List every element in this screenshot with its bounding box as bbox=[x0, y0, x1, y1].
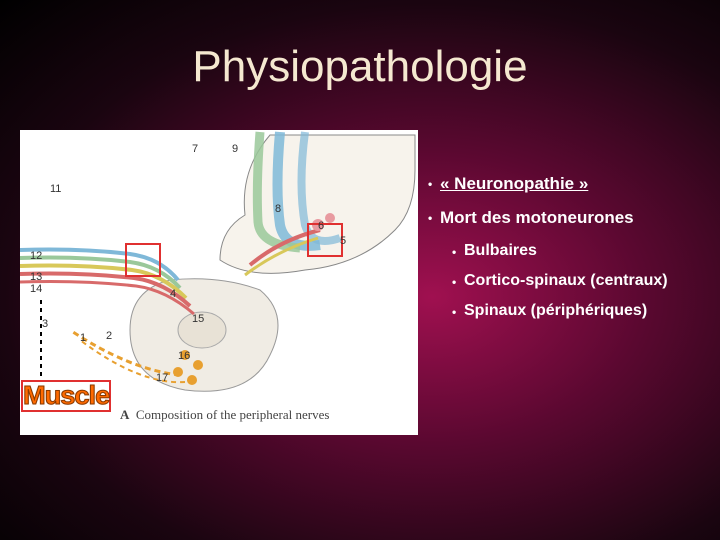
diagram-number: 3 bbox=[42, 318, 48, 330]
diagram-number: 1 bbox=[80, 332, 86, 344]
bullet-subitem: • Spinaux (périphériques) bbox=[452, 300, 708, 322]
diagram-number: 5 bbox=[340, 235, 346, 247]
bullet-text: « Neuronopathie » bbox=[440, 172, 588, 196]
diagram-number: 12 bbox=[30, 250, 42, 262]
diagram-number: 7 bbox=[192, 143, 198, 155]
diagram-number: 13 bbox=[30, 271, 42, 283]
diagram-number: 6 bbox=[318, 220, 324, 232]
bullet-subtext: Bulbaires bbox=[464, 240, 537, 262]
caption-text: Composition of the peripheral nerves bbox=[136, 407, 330, 422]
bullet-item: • Mort des motoneurones bbox=[428, 206, 708, 230]
bullet-dot-icon: • bbox=[452, 240, 464, 262]
bullet-sublist: • Bulbaires • Cortico-spinaux (centraux)… bbox=[452, 240, 708, 323]
diagram-number: 4 bbox=[170, 288, 176, 300]
diagram-number: 11 bbox=[50, 183, 61, 195]
slide-title: Physiopathologie bbox=[0, 42, 720, 92]
diagram-number: 8 bbox=[275, 203, 281, 215]
caption-prefix: A bbox=[120, 407, 129, 422]
bullet-dot-icon: • bbox=[428, 172, 440, 196]
bullet-subitem: • Cortico-spinaux (centraux) bbox=[452, 270, 708, 292]
diagram-number: 16 bbox=[178, 350, 190, 362]
bullet-subitem: • Bulbaires bbox=[452, 240, 708, 262]
bullet-list: • « Neuronopathie » • Mort des motoneuro… bbox=[428, 172, 708, 331]
bullet-dot-icon: • bbox=[452, 300, 464, 322]
highlight-box-left bbox=[125, 243, 161, 277]
diagram-number: 15 bbox=[192, 313, 204, 325]
bullet-dot-icon: • bbox=[428, 206, 440, 230]
bullet-item: • « Neuronopathie » bbox=[428, 172, 708, 196]
diagram-number: 17 bbox=[156, 372, 168, 384]
diagram-number: 2 bbox=[106, 330, 112, 342]
diagram-number: 9 bbox=[232, 143, 238, 155]
dashed-connector bbox=[40, 300, 42, 380]
bullet-subtext: Spinaux (périphériques) bbox=[464, 300, 647, 322]
bullet-subtext: Cortico-spinaux (centraux) bbox=[464, 270, 668, 292]
bullet-dot-icon: • bbox=[452, 270, 464, 292]
diagram-caption: A Composition of the peripheral nerves bbox=[120, 407, 329, 423]
muscle-label: Muscle bbox=[23, 380, 109, 411]
bullet-text: Mort des motoneurones bbox=[440, 206, 634, 230]
highlight-box-right bbox=[307, 223, 343, 257]
diagram-number: 14 bbox=[30, 283, 42, 295]
